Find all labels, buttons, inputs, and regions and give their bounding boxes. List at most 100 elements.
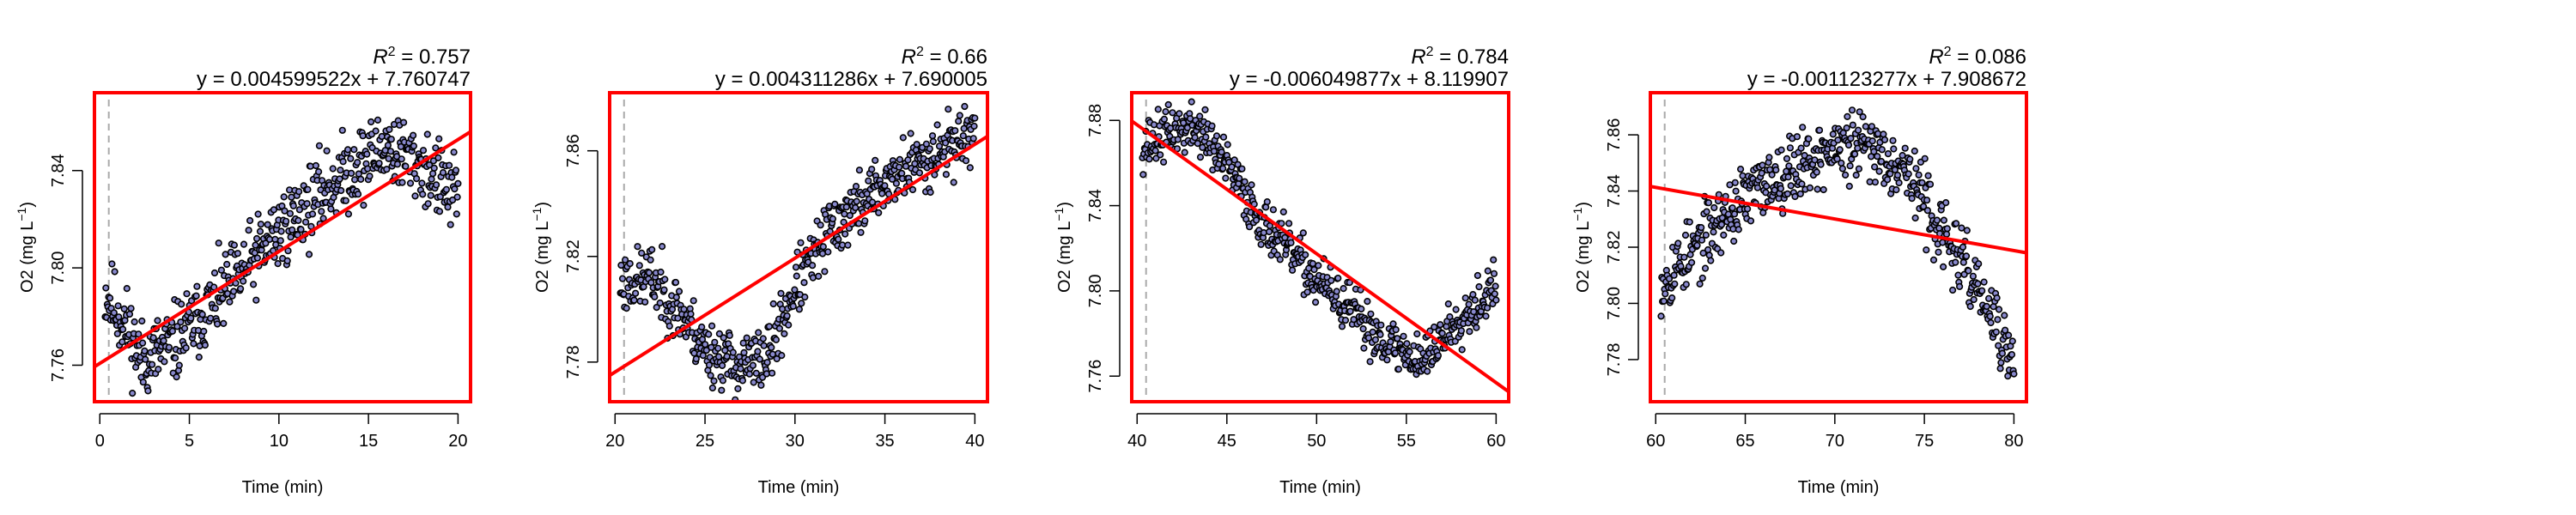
data-point xyxy=(1230,156,1238,164)
data-point xyxy=(173,323,181,330)
data-point xyxy=(1188,98,1195,106)
data-point xyxy=(194,326,203,335)
data-point xyxy=(250,281,258,288)
data-point xyxy=(253,254,262,262)
data-point xyxy=(1202,133,1210,141)
data-point xyxy=(1920,203,1928,210)
data-point xyxy=(1164,100,1172,109)
data-point xyxy=(1893,172,1902,179)
data-point xyxy=(187,314,195,322)
y-axis-label: O2 (mg L−1) xyxy=(15,202,37,293)
data-point xyxy=(1884,176,1892,184)
data-point xyxy=(1855,165,1862,173)
data-point xyxy=(698,323,706,331)
data-point xyxy=(1704,245,1712,254)
data-point xyxy=(660,286,668,294)
data-point xyxy=(295,188,303,196)
data-point xyxy=(1851,150,1859,158)
data-point xyxy=(1966,302,1974,311)
data-point xyxy=(429,157,438,165)
data-point xyxy=(1160,115,1168,123)
data-point xyxy=(1901,144,1909,152)
data-point xyxy=(1880,136,1889,143)
data-point xyxy=(1484,267,1492,275)
r-symbol: R xyxy=(1411,45,1425,69)
data-point xyxy=(933,121,941,129)
data-point xyxy=(454,179,462,187)
data-point xyxy=(861,217,869,225)
data-point xyxy=(661,276,669,283)
data-point xyxy=(1730,237,1738,245)
data-point xyxy=(718,386,726,394)
data-point xyxy=(1848,106,1856,114)
data-point xyxy=(1793,133,1801,141)
r-squared-label: R2 = 0.086 xyxy=(1929,45,2026,69)
data-point xyxy=(658,243,666,251)
data-point xyxy=(1798,180,1806,188)
data-point xyxy=(297,226,305,233)
data-point xyxy=(1704,199,1712,207)
data-point xyxy=(183,290,191,298)
x-tick-label: 80 xyxy=(2004,432,2023,451)
data-point xyxy=(418,179,426,187)
data-point xyxy=(1392,326,1400,334)
data-point xyxy=(222,251,229,258)
data-points xyxy=(1657,106,2018,380)
data-point xyxy=(672,294,680,301)
data-point xyxy=(1359,325,1367,333)
data-point xyxy=(1482,312,1490,320)
data-point xyxy=(393,161,402,168)
data-point xyxy=(1736,166,1745,173)
data-point xyxy=(1953,220,1960,227)
data-point xyxy=(1469,291,1477,299)
data-point xyxy=(315,168,323,176)
data-point xyxy=(1943,225,1951,233)
data-point xyxy=(114,302,122,310)
data-point xyxy=(2010,370,2018,378)
data-point xyxy=(1833,155,1841,163)
data-point xyxy=(1698,224,1705,232)
data-point xyxy=(1846,162,1854,170)
chart-panel-3: 40 45 50 55 60 Time (min) 7.76 7.80 7.84 7.88 O2 (… xyxy=(1052,45,1510,497)
y-tick-label: 7.86 xyxy=(1605,118,1624,152)
data-point xyxy=(1820,185,1827,194)
data-point xyxy=(1747,217,1755,225)
data-point xyxy=(868,166,876,173)
data-point xyxy=(359,132,367,140)
data-point xyxy=(1266,221,1273,230)
data-point xyxy=(1287,239,1295,246)
data-point xyxy=(374,116,382,124)
data-point xyxy=(447,221,454,228)
data-point xyxy=(971,114,979,122)
data-point xyxy=(435,208,444,215)
data-point xyxy=(757,381,765,389)
data-point xyxy=(1668,294,1676,302)
data-point xyxy=(1978,287,1986,294)
y-tick-label: 7.84 xyxy=(49,154,68,187)
data-point xyxy=(1288,266,1297,274)
data-point xyxy=(289,226,296,234)
data-point xyxy=(337,167,344,174)
data-point xyxy=(1263,198,1271,206)
data-point xyxy=(710,377,718,385)
data-point xyxy=(648,245,656,254)
data-point xyxy=(1959,243,1967,251)
data-point xyxy=(1670,271,1678,279)
data-point xyxy=(1212,132,1221,140)
data-point xyxy=(647,256,654,264)
data-point xyxy=(1838,165,1846,173)
x-tick-label: 70 xyxy=(1826,432,1844,451)
data-point xyxy=(426,161,434,169)
r-squared-label: R2 = 0.757 xyxy=(373,45,471,69)
data-point xyxy=(1486,276,1495,284)
data-point xyxy=(1784,173,1792,181)
r-equals: = xyxy=(396,45,419,69)
data-point xyxy=(1844,141,1853,149)
data-point xyxy=(338,126,346,134)
data-point xyxy=(1852,171,1860,179)
r-symbol: R xyxy=(902,45,916,69)
data-point xyxy=(1768,171,1776,179)
data-point xyxy=(1731,179,1739,186)
data-point xyxy=(785,321,793,329)
data-point xyxy=(708,384,717,392)
